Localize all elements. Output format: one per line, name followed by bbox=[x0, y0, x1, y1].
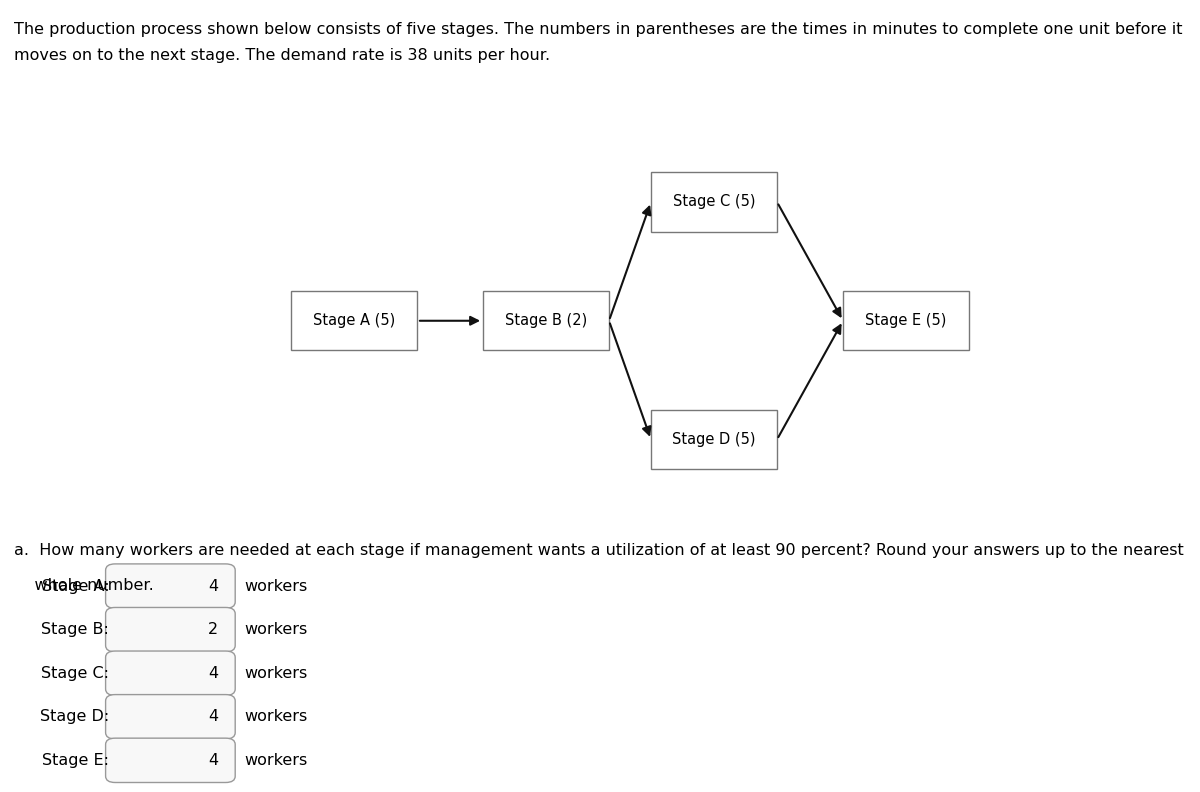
FancyBboxPatch shape bbox=[106, 564, 235, 608]
Text: 2: 2 bbox=[209, 623, 218, 637]
Text: Stage C (5): Stage C (5) bbox=[673, 195, 755, 209]
Text: workers: workers bbox=[245, 579, 308, 593]
FancyBboxPatch shape bbox=[292, 291, 418, 350]
FancyBboxPatch shape bbox=[650, 409, 778, 469]
Text: Stage A:: Stage A: bbox=[42, 579, 109, 593]
Text: Stage C:: Stage C: bbox=[41, 666, 109, 680]
FancyBboxPatch shape bbox=[106, 651, 235, 695]
Text: 4: 4 bbox=[209, 579, 218, 593]
Text: a.  How many workers are needed at each stage if management wants a utilization : a. How many workers are needed at each s… bbox=[14, 543, 1184, 558]
FancyBboxPatch shape bbox=[106, 695, 235, 739]
FancyBboxPatch shape bbox=[650, 172, 778, 231]
Text: workers: workers bbox=[245, 753, 308, 767]
Text: whole number.: whole number. bbox=[14, 578, 154, 593]
Text: Stage D:: Stage D: bbox=[40, 710, 109, 724]
Text: The production process shown below consists of five stages. The numbers in paren: The production process shown below consi… bbox=[14, 22, 1183, 37]
Text: Stage A (5): Stage A (5) bbox=[313, 314, 395, 328]
Text: 4: 4 bbox=[209, 666, 218, 680]
FancyBboxPatch shape bbox=[106, 738, 235, 782]
Text: Stage E:: Stage E: bbox=[42, 753, 109, 767]
Text: 4: 4 bbox=[209, 753, 218, 767]
Text: workers: workers bbox=[245, 666, 308, 680]
FancyBboxPatch shape bbox=[106, 607, 235, 652]
Text: Stage E (5): Stage E (5) bbox=[865, 314, 947, 328]
Text: 4: 4 bbox=[209, 710, 218, 724]
Text: workers: workers bbox=[245, 710, 308, 724]
Text: Stage B:: Stage B: bbox=[41, 623, 109, 637]
Text: moves on to the next stage. The demand rate is 38 units per hour.: moves on to the next stage. The demand r… bbox=[14, 48, 551, 63]
Text: workers: workers bbox=[245, 623, 308, 637]
FancyBboxPatch shape bbox=[842, 291, 970, 350]
Text: Stage B (2): Stage B (2) bbox=[505, 314, 587, 328]
FancyBboxPatch shape bbox=[484, 291, 610, 350]
Text: Stage D (5): Stage D (5) bbox=[672, 432, 756, 447]
